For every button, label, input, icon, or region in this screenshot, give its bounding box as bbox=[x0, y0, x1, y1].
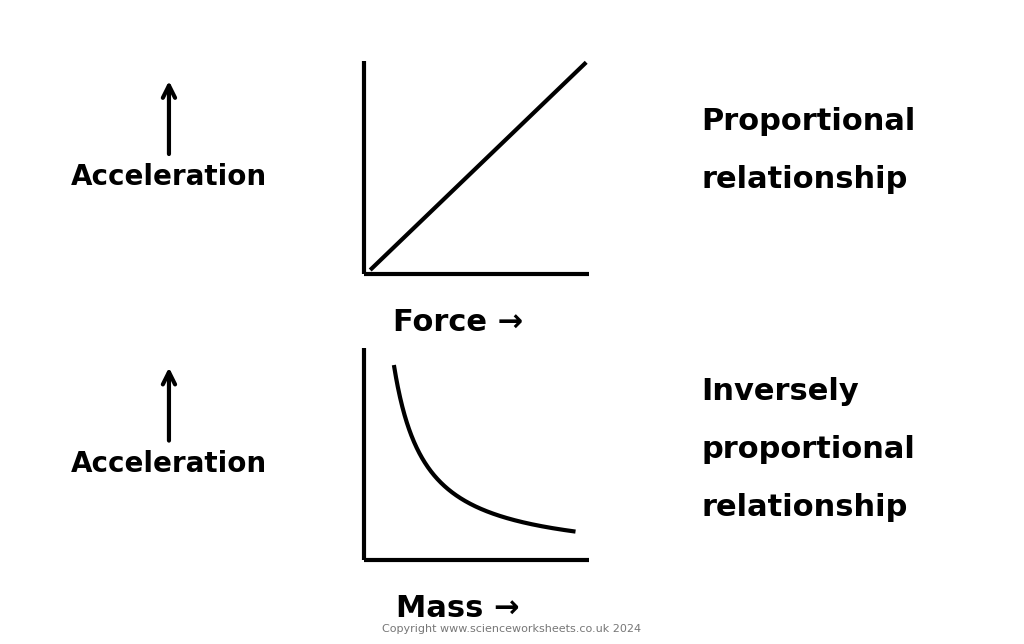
Text: relationship: relationship bbox=[701, 493, 908, 522]
Text: Acceleration: Acceleration bbox=[71, 164, 267, 191]
Text: Inversely: Inversely bbox=[701, 377, 859, 406]
Text: Proportional: Proportional bbox=[701, 107, 915, 136]
Text: Mass →: Mass → bbox=[396, 594, 520, 623]
Text: proportional: proportional bbox=[701, 435, 915, 464]
Text: Force →: Force → bbox=[393, 307, 523, 337]
Text: Copyright www.scienceworksheets.co.uk 2024: Copyright www.scienceworksheets.co.uk 20… bbox=[382, 624, 642, 634]
Text: Acceleration: Acceleration bbox=[71, 450, 267, 478]
Text: relationship: relationship bbox=[701, 165, 908, 194]
